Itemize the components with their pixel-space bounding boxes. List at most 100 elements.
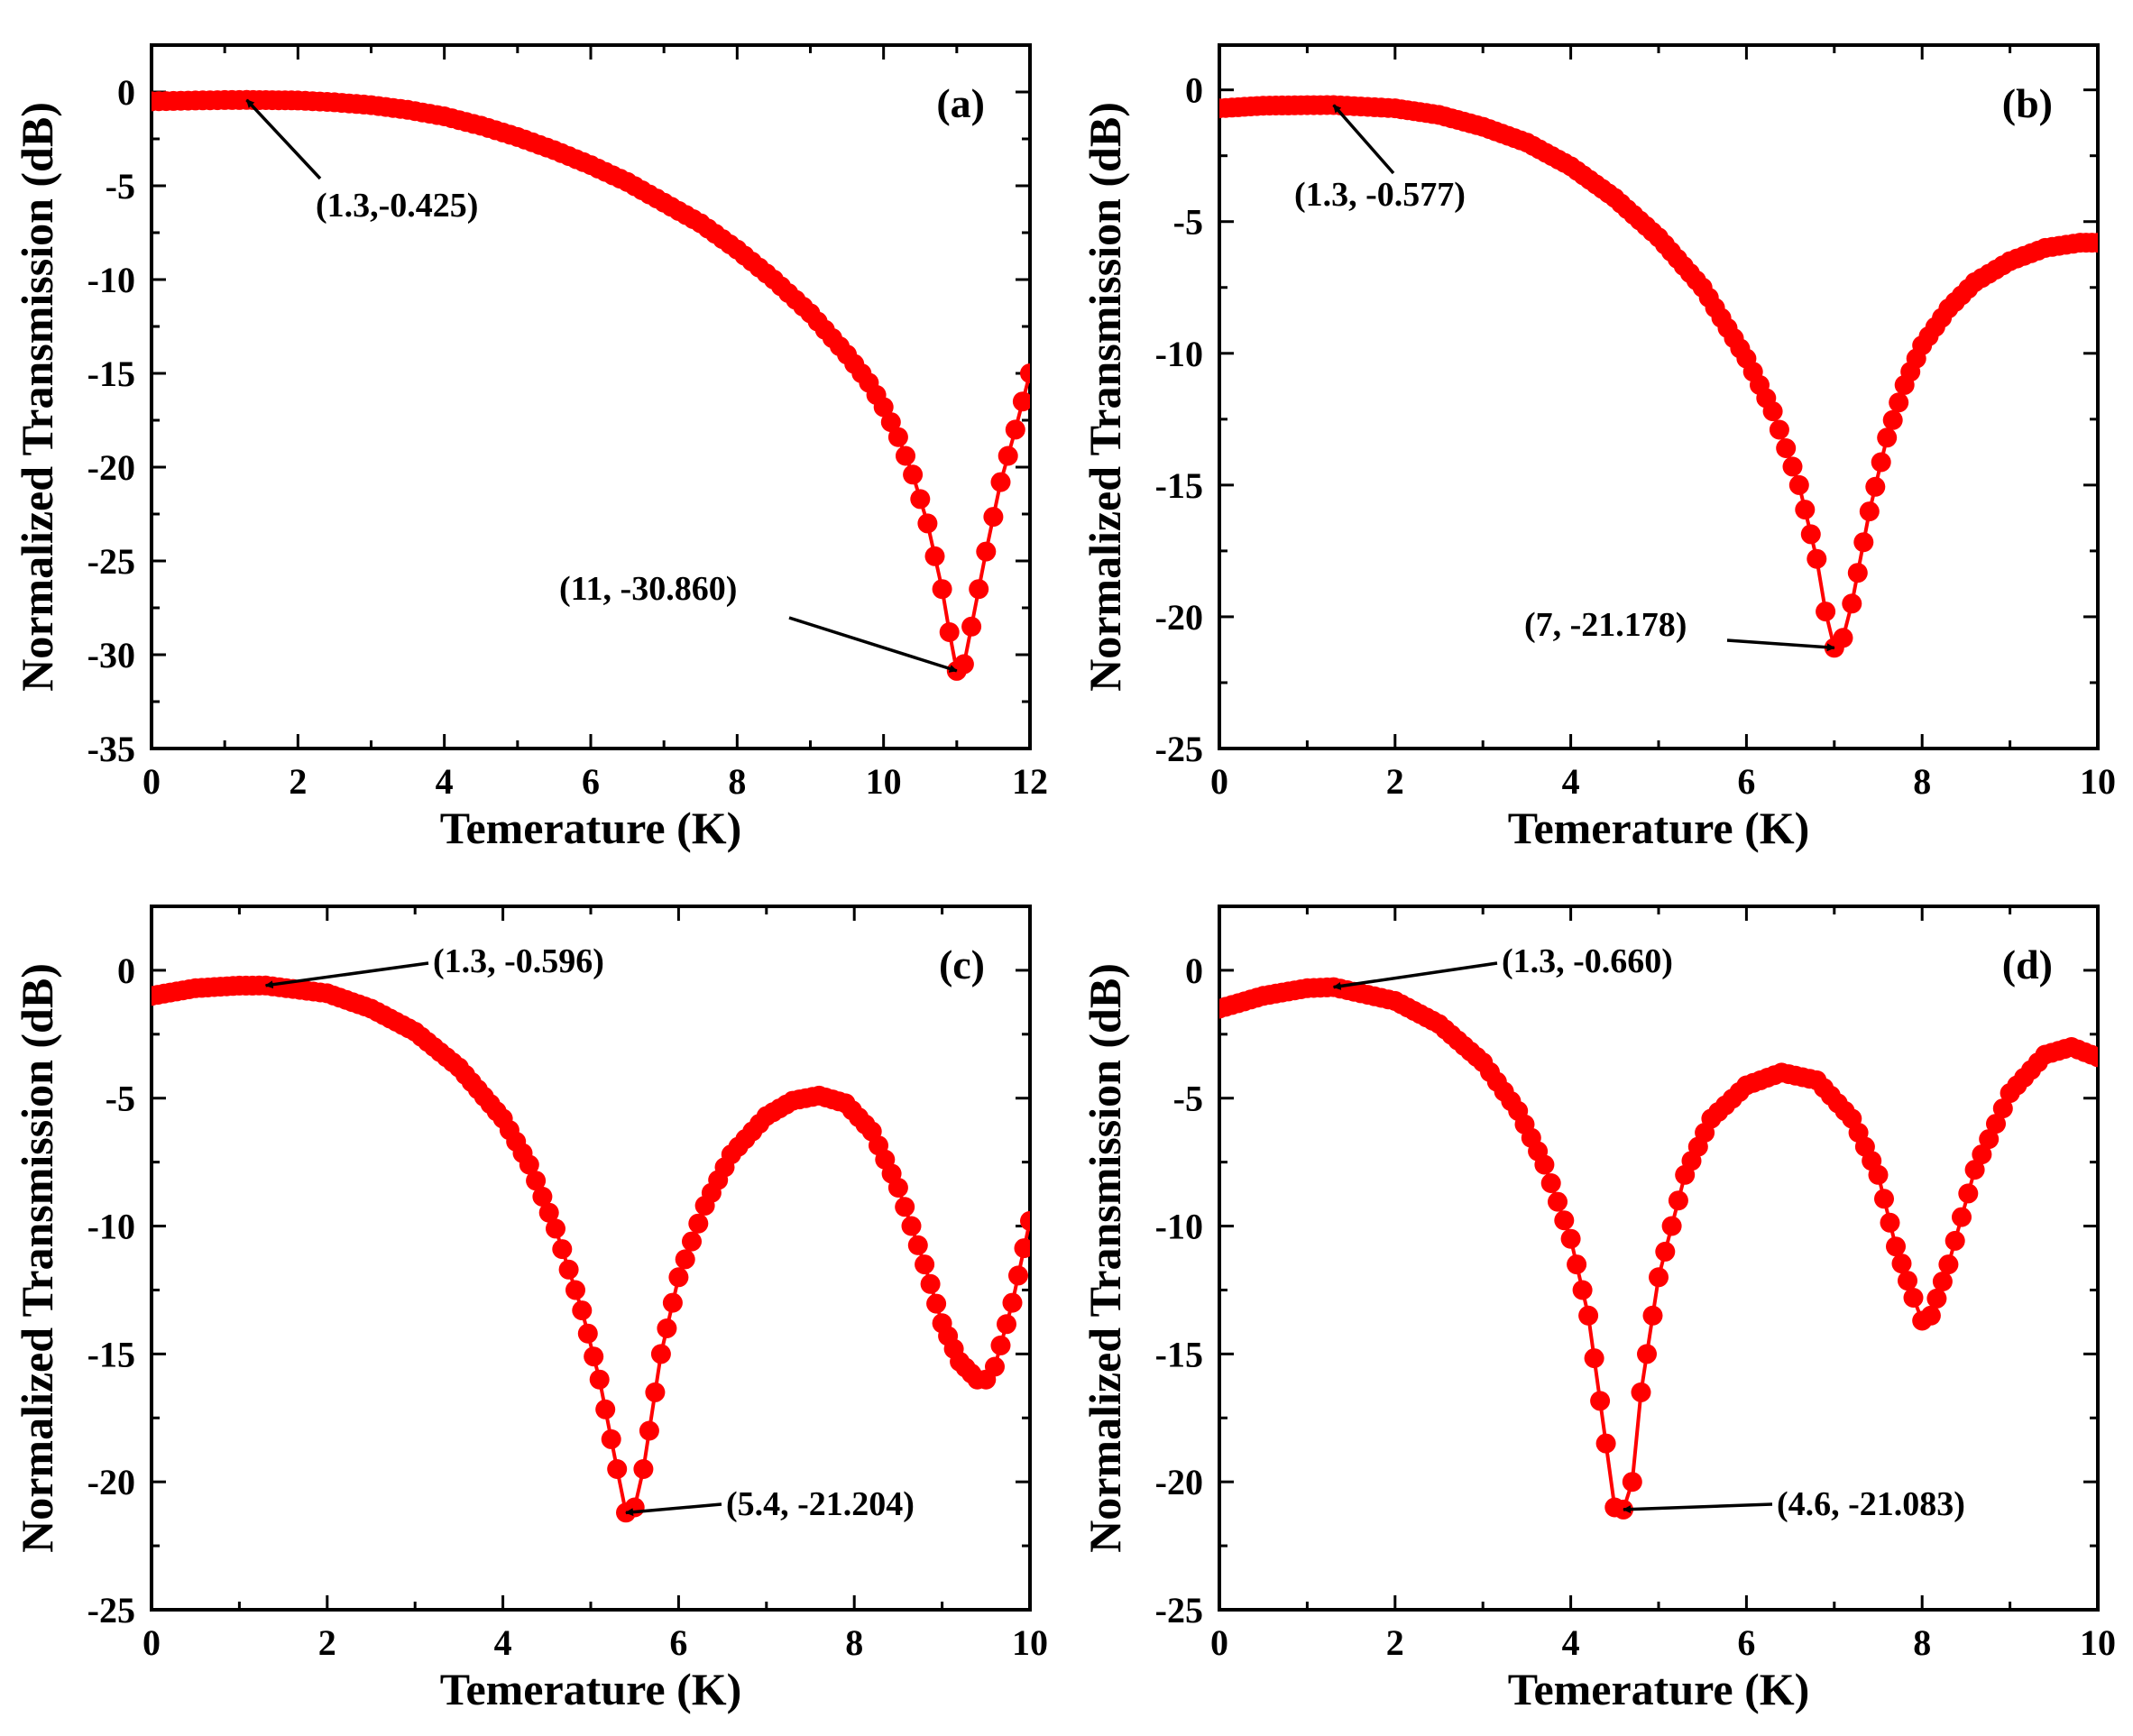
data-point xyxy=(1622,1472,1642,1493)
data-point xyxy=(1567,1254,1587,1275)
annotation-arrow xyxy=(1623,1502,1773,1514)
data-point xyxy=(565,1280,585,1300)
data-point xyxy=(601,1428,621,1449)
data-point xyxy=(1668,1190,1688,1211)
panel-d: 0 2 4 6 8 10 0 -5 -10 -15 -20 -25 Temerature (K) Norm… xyxy=(1080,905,2116,1714)
data-point xyxy=(969,579,989,600)
data-point xyxy=(1889,392,1909,413)
data-point xyxy=(903,464,924,485)
data-point xyxy=(1572,1280,1593,1300)
data-point xyxy=(526,1171,547,1191)
annotation-arrow xyxy=(245,98,322,180)
y-tick-label: -25 xyxy=(87,541,135,582)
x-tick-label: 8 xyxy=(845,1622,863,1663)
data-point xyxy=(1958,1183,1979,1204)
x-tick-label: 8 xyxy=(1913,1622,1931,1663)
data-point xyxy=(887,1178,908,1198)
data-point xyxy=(1769,419,1789,440)
data-point xyxy=(983,507,1004,528)
data-point xyxy=(1880,1212,1900,1233)
x-tick-label: 10 xyxy=(866,761,902,802)
annotation-arrow xyxy=(1332,104,1395,175)
data-point xyxy=(1859,501,1880,522)
panel-label: (d) xyxy=(2002,941,2053,987)
data-point xyxy=(1882,409,1903,430)
x-axis-title: Temerature (K) xyxy=(440,1664,742,1714)
data-point xyxy=(589,1369,610,1390)
x-tick-label: 10 xyxy=(2080,1622,2116,1663)
data-layer xyxy=(1219,95,2098,658)
x-axis-title: Temerature (K) xyxy=(1508,1664,1810,1714)
y-tick-label: -5 xyxy=(1173,1079,1203,1119)
data-point xyxy=(1584,1348,1604,1369)
data-layer xyxy=(152,975,1030,1523)
x-tick-label: 0 xyxy=(1210,761,1228,802)
data-point xyxy=(1877,427,1898,448)
x-tick-label: 10 xyxy=(2080,761,2116,802)
data-point xyxy=(650,1344,671,1364)
data-point xyxy=(1979,1129,2000,1150)
data-point xyxy=(1012,391,1030,412)
data-point xyxy=(976,541,997,562)
data-point xyxy=(1642,1305,1663,1326)
data-point xyxy=(1945,1230,1965,1251)
annotation-arrow xyxy=(1332,961,1498,990)
data-point xyxy=(920,1273,941,1294)
x-axis-title: Temerature (K) xyxy=(1508,803,1810,853)
data-point xyxy=(546,1218,565,1239)
data-point xyxy=(1560,1228,1581,1249)
data-point xyxy=(1903,1288,1924,1308)
data-point xyxy=(910,489,931,510)
y-tick-label: -10 xyxy=(1155,334,1203,374)
y-tick-label: 0 xyxy=(117,72,135,113)
data-point xyxy=(1952,1207,1972,1227)
data-point xyxy=(1008,1265,1028,1286)
x-tick-label: 8 xyxy=(1913,761,1931,802)
y-tick-label: -20 xyxy=(1155,597,1203,638)
data-point xyxy=(924,546,945,566)
data-point xyxy=(595,1399,616,1419)
data-point xyxy=(873,397,894,418)
y-tick-label: -10 xyxy=(87,260,135,300)
data-point xyxy=(990,1335,1011,1355)
data-point xyxy=(1886,1236,1906,1257)
annotation-label: (5.4, -21.204) xyxy=(726,1485,915,1523)
data-point xyxy=(901,1216,922,1236)
data-point xyxy=(1020,1210,1030,1231)
data-point xyxy=(896,445,915,466)
panel-label: (a) xyxy=(936,80,985,126)
data-point xyxy=(1847,563,1868,583)
y-tick-label: -25 xyxy=(1155,1590,1203,1630)
x-tick-label: 0 xyxy=(1210,1622,1228,1663)
annotation-label: (4.6, -21.083) xyxy=(1777,1485,1965,1523)
y-tick-label: -25 xyxy=(87,1590,135,1630)
annotation-arrow xyxy=(625,1502,722,1517)
y-axis-title: Normalized Transmission (dB) xyxy=(1080,963,1130,1553)
x-tick-label: 2 xyxy=(318,1622,336,1663)
data-point xyxy=(1868,1164,1889,1185)
data-point xyxy=(939,622,960,642)
data-point xyxy=(2088,1047,2098,1068)
data-point xyxy=(645,1382,666,1402)
y-tick-label: -20 xyxy=(87,447,135,488)
data-point xyxy=(997,1314,1016,1335)
y-axis-title: Normalized Transmission (dB) xyxy=(12,963,62,1553)
data-point xyxy=(1548,1191,1568,1212)
data-point xyxy=(532,1186,553,1207)
data-point xyxy=(953,654,974,675)
y-tick-label: -5 xyxy=(106,166,135,207)
data-point xyxy=(1788,474,1809,495)
annotation-label: (7, -21.178) xyxy=(1524,606,1687,644)
y-tick-label: 0 xyxy=(117,951,135,991)
data-point xyxy=(1776,438,1797,458)
x-tick-label: 4 xyxy=(1562,1622,1580,1663)
data-point xyxy=(1661,1216,1682,1236)
y-axis-title: Normalized Transmission (dB) xyxy=(1080,102,1130,692)
data-point xyxy=(1655,1241,1676,1262)
y-tick-label: -10 xyxy=(1155,1207,1203,1247)
data-point xyxy=(1578,1305,1599,1326)
x-tick-label: 0 xyxy=(143,1622,161,1663)
data-point xyxy=(633,1459,654,1479)
data-point xyxy=(675,1249,695,1270)
